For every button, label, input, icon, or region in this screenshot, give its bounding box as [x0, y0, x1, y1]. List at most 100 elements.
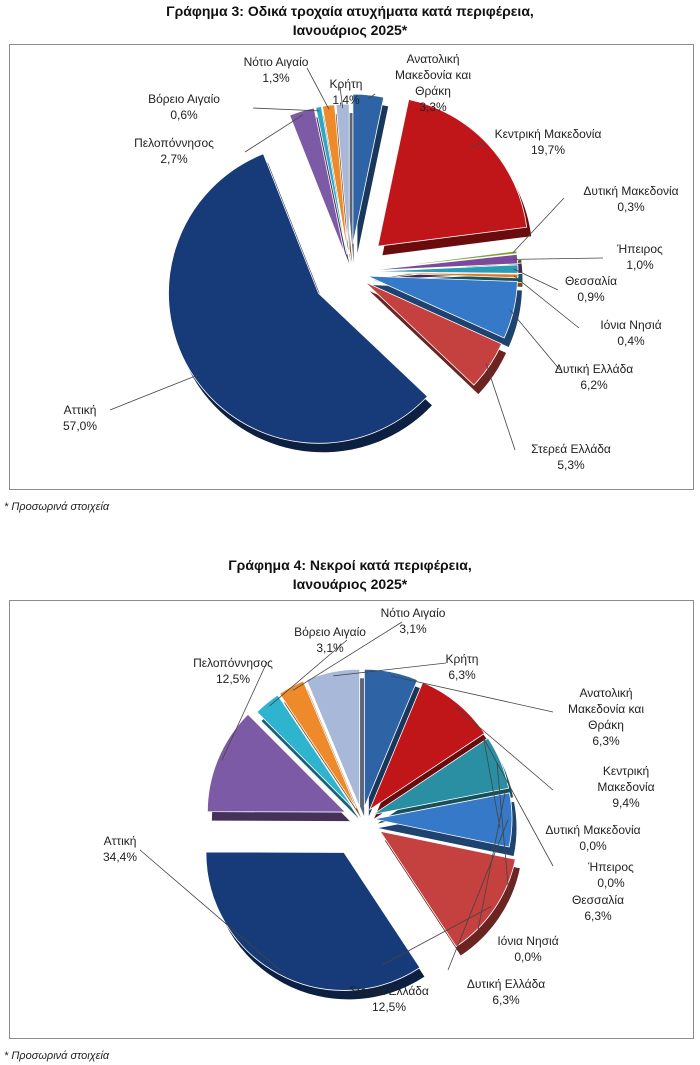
label-name-peloponnisos: Πελοπόννησος: [134, 136, 214, 150]
label-kentriki-makedonia: Κεντρική Μακεδονία 9,4%: [597, 764, 654, 810]
label-name-anatoliki-makedonia-kai-thraki: Μακεδονία και: [395, 68, 471, 82]
label-value-attiki: 34,4%: [103, 850, 137, 864]
label-name-sterea-ellada: Στερεά Ελλάδα: [349, 984, 429, 998]
slice-thessalia[interactable]: [372, 737, 510, 815]
slice-thessalia[interactable]: [367, 264, 519, 274]
label-kriti: Κρήτη 1,4%: [330, 77, 363, 107]
label-value-notio-aigaio: 3,1%: [399, 622, 427, 636]
leader-line-thessalia: [513, 268, 559, 291]
chart-4-footnote: * Προσωρινά στοιχεία: [4, 1050, 110, 1062]
label-value-peloponnisos: 2,7%: [160, 152, 188, 166]
chart-3-title: Γράφημα 3: Οδικά τροχαία ατυχήματα κατά …: [0, 2, 700, 40]
leader-line-attiki: [139, 849, 281, 971]
slice-voreio-aigaio[interactable]: [256, 694, 355, 811]
leader-line-voreio-aigaio: [269, 639, 348, 707]
leader-line-kentriki-makedonia: [454, 706, 554, 791]
label-value-ionia-nisia: 0,0%: [514, 950, 542, 964]
label-notio-aigaio: Νότιο Αιγαίο 1,3%: [244, 55, 309, 85]
chart-3-title-line-2: Ιανουάριος 2025*: [292, 22, 408, 38]
slice-notio-aigaio[interactable]: [279, 680, 357, 809]
label-value-sterea-ellada: 5,3%: [557, 458, 585, 472]
label-value-dytiki-makedonia: 0,3%: [617, 200, 645, 214]
slice-dytiki-makedonia[interactable]: [367, 250, 518, 271]
slice-anatoliki-makedonia-kai-thraki[interactable]: [352, 93, 385, 245]
label-value-dytiki-makedonia: 0,0%: [579, 839, 607, 853]
leader-line-thessalia: [496, 763, 510, 897]
slice-dytiki-ellada[interactable]: [373, 792, 513, 848]
chart-4-title-line-1: Γράφημα 4: Νεκροί κατά περιφέρεια,: [228, 557, 472, 573]
leader-line-voreio-aigaio: [252, 107, 320, 112]
label-name-dytiki-makedonia: Δυτική Μακεδονία: [583, 184, 678, 198]
label-value-ipeiros: 1,0%: [626, 258, 654, 272]
slice-anatoliki-makedonia-kai-thraki[interactable]: [363, 668, 418, 808]
label-name-attiki: Αττική: [64, 403, 97, 417]
label-notio-aigaio: Νότιο Αιγαίο 3,1%: [381, 606, 446, 636]
chart-3-footnote: * Προσωρινά στοιχεία: [4, 501, 110, 513]
label-anatoliki-makedonia-kai-thraki: Ανατολική Μακεδονία και Θράκη 3,3%: [395, 52, 471, 114]
label-name-dytiki-makedonia: Δυτική Μακεδονία: [545, 823, 640, 837]
leader-line-kentriki-makedonia: [469, 142, 486, 149]
label-value-dytiki-ellada: 6,3%: [492, 993, 520, 1007]
chart-3-labels: Ανατολική Μακεδονία και Θράκη 3,3% Κεντρική …: [63, 52, 679, 472]
label-name-kentriki-makedonia: Κεντρική Μακεδονία: [495, 127, 602, 141]
label-peloponnisos: Πελοπόννησος 2,7%: [134, 136, 214, 166]
slice-attiki[interactable]: [168, 153, 429, 444]
slice-kentriki-makedonia[interactable]: [377, 98, 528, 247]
label-ipeiros: Ήπειρος 1,0%: [616, 242, 663, 272]
leader-line-dytiki-ellada: [509, 309, 561, 371]
slice-sterea-ellada[interactable]: [379, 830, 516, 948]
label-value-thessalia: 6,3%: [584, 909, 612, 923]
slice-ionia-nisia[interactable]: [367, 272, 519, 279]
chart-3-slices: [168, 93, 528, 444]
label-name-ionia-nisia: Ιόνια Νησιά: [497, 934, 558, 948]
leader-line-attiki: [109, 374, 198, 411]
label-sterea-ellada: Στερεά Ελλάδα 5,3%: [531, 442, 611, 472]
leader-line-ipeiros: [483, 738, 554, 867]
label-name-anatoliki-makedonia-kai-thraki: Θράκη: [588, 718, 624, 732]
slice-voreio-aigaio[interactable]: [315, 106, 348, 255]
label-name-anatoliki-makedonia-kai-thraki: Ανατολική: [579, 686, 632, 700]
label-name-voreio-aigaio: Βόρειο Αιγαίο: [294, 625, 366, 639]
label-ionia-nisia: Ιόνια Νησιά 0,4%: [600, 318, 661, 348]
label-value-thessalia: 0,9%: [577, 290, 605, 304]
label-ipeiros: Ήπειρος 0,0%: [587, 860, 634, 890]
label-name-peloponnisos: Πελοπόννησος: [193, 656, 273, 670]
slice-peloponnisos[interactable]: [206, 713, 347, 813]
label-name-kriti: Κρήτη: [330, 77, 363, 91]
label-voreio-aigaio: Βόρειο Αιγαίο 0,6%: [148, 92, 220, 122]
leader-line-kriti: [339, 86, 344, 109]
slice-kriti[interactable]: [306, 668, 361, 808]
leader-line-dytiki-makedonia: [512, 197, 565, 254]
label-value-voreio-aigaio: 3,1%: [316, 641, 344, 655]
label-value-voreio-aigaio: 0,6%: [170, 108, 198, 122]
label-anatoliki-makedonia-kai-thraki: Ανατολική Μακεδονία και Θράκη 6,3%: [568, 686, 644, 748]
leader-line-anatoliki-makedonia-kai-thraki: [367, 93, 376, 100]
label-name-kentriki-makedonia: Μακεδονία: [597, 780, 654, 794]
label-value-kentriki-makedonia: 9,4%: [612, 796, 640, 810]
label-name-thessalia: Θεσσαλία: [572, 893, 624, 907]
slice-dytiki-ellada[interactable]: [367, 275, 518, 339]
slice-notio-aigaio[interactable]: [321, 104, 349, 255]
label-voreio-aigaio: Βόρειο Αιγαίο 3,1%: [294, 625, 366, 655]
label-value-sterea-ellada: 12,5%: [372, 1000, 406, 1014]
label-name-notio-aigaio: Νότιο Αιγαίο: [381, 606, 446, 620]
slice-sterea-ellada[interactable]: [364, 281, 503, 386]
label-value-attiki: 57,0%: [63, 419, 97, 433]
label-value-ionia-nisia: 0,4%: [617, 334, 645, 348]
leader-line-peloponnisos: [244, 114, 304, 153]
leader-line-kriti: [333, 662, 447, 677]
slice-attiki[interactable]: [205, 851, 421, 991]
leader-line-notio-aigaio: [306, 67, 330, 110]
label-name-dytiki-ellada: Δυτική Ελλάδα: [467, 977, 545, 991]
label-kriti: Κρήτη 6,3%: [446, 652, 479, 682]
label-ionia-nisia: Ιόνια Νησιά 0,0%: [497, 934, 558, 964]
label-value-anatoliki-makedonia-kai-thraki: 6,3%: [592, 734, 620, 748]
leader-line-dytiki-makedonia: [483, 738, 501, 829]
label-name-ionia-nisia: Ιόνια Νησιά: [600, 318, 661, 332]
chart-3-title-line-1: Γράφημα 3: Οδικά τροχαία ατυχήματα κατά …: [166, 3, 534, 19]
label-name-anatoliki-makedonia-kai-thraki: Μακεδονία και: [568, 702, 644, 716]
label-thessalia: Θεσσαλία 0,9%: [565, 274, 617, 304]
slice-peloponnisos[interactable]: [289, 107, 346, 255]
